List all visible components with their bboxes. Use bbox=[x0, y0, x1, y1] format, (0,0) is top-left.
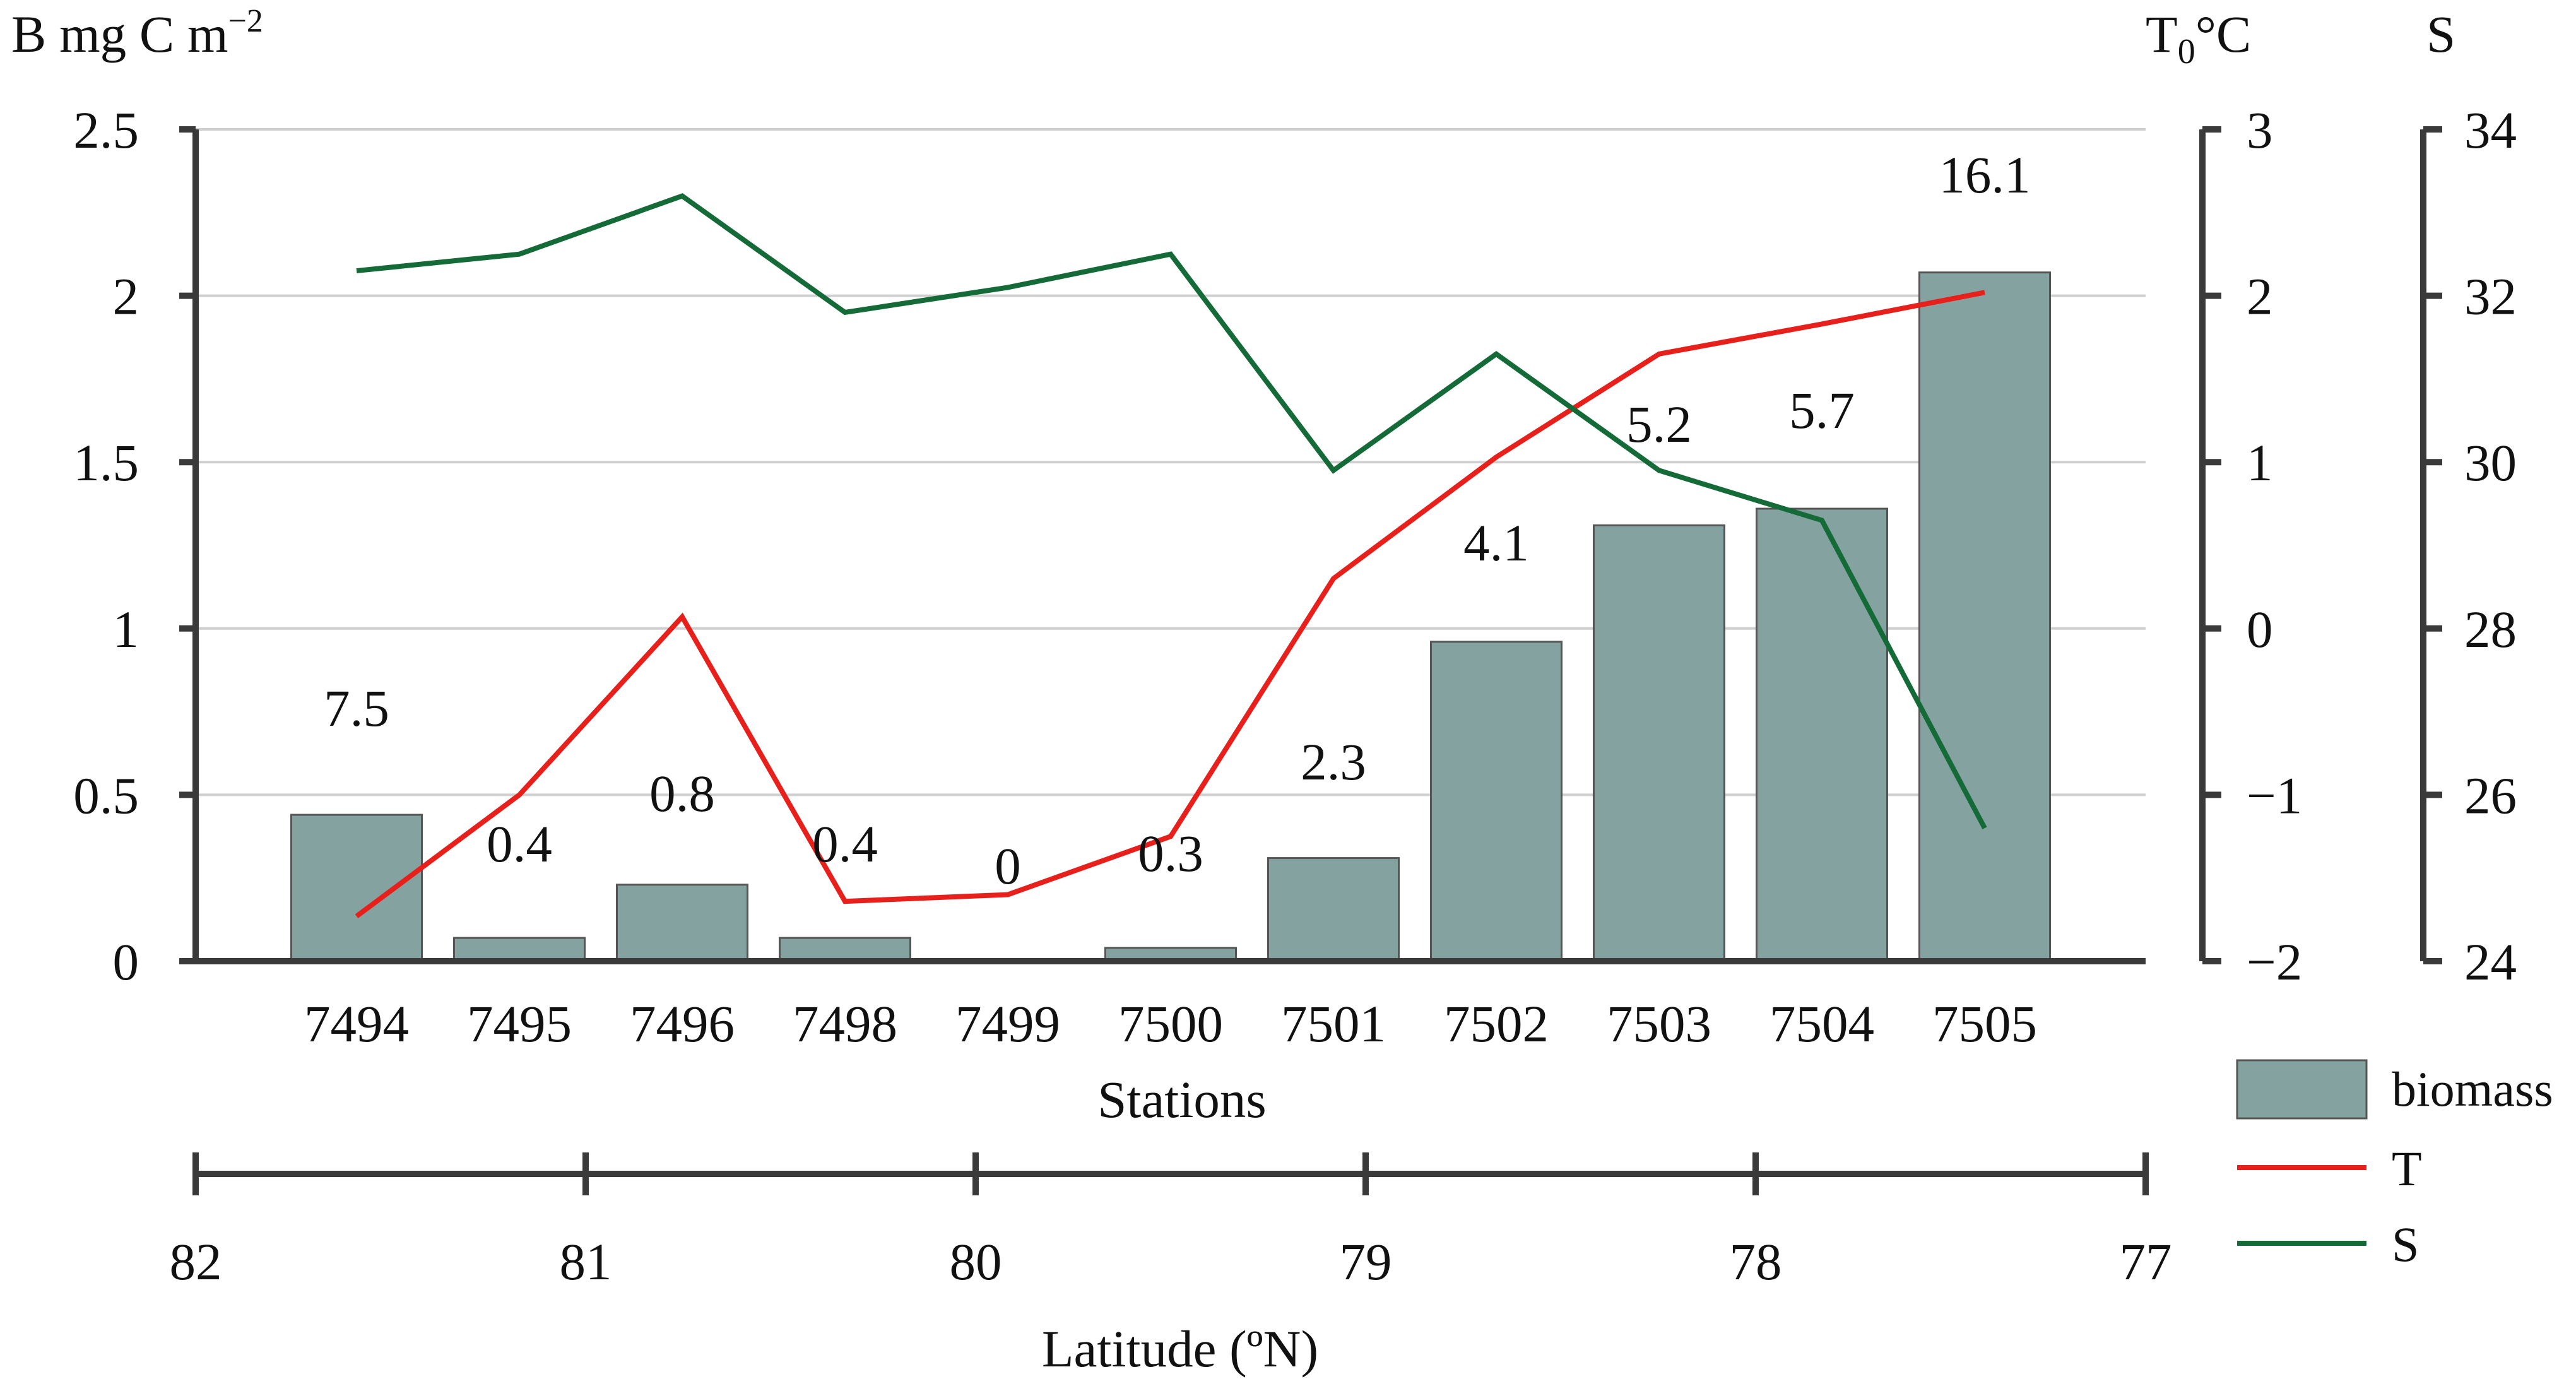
bar-data-labels: 7.5 0.4 0.8 0.4 0 0.3 2.3 4.1 5.2 5.7 16.1 bbox=[324, 146, 2031, 895]
y-right1-tick-label: 3 bbox=[2247, 101, 2273, 159]
y-right1-tick-label: −2 bbox=[2247, 933, 2302, 991]
y-right2-tick-label: 32 bbox=[2464, 268, 2517, 326]
latitude-tick-label: 82 bbox=[170, 1233, 222, 1291]
y-right2-tick-label: 34 bbox=[2464, 101, 2517, 159]
y-left-tick-label: 2 bbox=[113, 268, 139, 326]
x-tick-label-7505: 7505 bbox=[1932, 995, 2037, 1053]
y-right2-axis-title: S bbox=[2426, 5, 2455, 63]
bar-biomass-7496 bbox=[616, 884, 748, 962]
latitude-tick-label: 78 bbox=[1730, 1233, 1782, 1291]
y-left-tick-label: 1.5 bbox=[73, 434, 139, 492]
bar-label-7500: 0.3 bbox=[1138, 824, 1203, 882]
y-right2-tick-label: 30 bbox=[2464, 434, 2517, 492]
bar-label-7503: 5.2 bbox=[1626, 395, 1692, 453]
legend: biomass T S bbox=[2236, 1059, 2553, 1272]
latitude-tick-label: 81 bbox=[560, 1233, 612, 1291]
y-left-tick-label: 1 bbox=[113, 600, 139, 658]
latitude-tick-label: 79 bbox=[1340, 1233, 1392, 1291]
x-tick-label-7502: 7502 bbox=[1444, 995, 1549, 1053]
bar-biomass-7501 bbox=[1267, 857, 1400, 962]
y-right1-tick-label: 0 bbox=[2247, 600, 2273, 658]
bar-label-7495: 0.4 bbox=[487, 815, 552, 873]
x-tick-label-7500: 7500 bbox=[1118, 995, 1223, 1053]
series-lines bbox=[355, 192, 1987, 919]
bar-biomass-7502 bbox=[1430, 641, 1563, 962]
bar-biomass-7505 bbox=[1918, 271, 2051, 962]
x-tick-label-7504: 7504 bbox=[1770, 995, 1874, 1053]
x-tick-label-7496: 7496 bbox=[630, 995, 735, 1053]
x-tick-label-7501: 7501 bbox=[1281, 995, 1386, 1053]
y-left-tick-label: 2.5 bbox=[73, 101, 139, 159]
bar-biomass-7494 bbox=[290, 814, 423, 962]
y-left-tick-label: 0 bbox=[113, 933, 139, 991]
legend-label-S: S bbox=[2392, 1217, 2419, 1272]
y-left-axis-title: B mg C m−2 bbox=[11, 3, 263, 63]
bar-biomass-7503 bbox=[1593, 524, 1725, 962]
x-tick-label-7494: 7494 bbox=[304, 995, 409, 1053]
bar-label-7505: 16.1 bbox=[1939, 146, 2030, 204]
bar-label-7504: 5.7 bbox=[1789, 381, 1855, 439]
y-right1-tick-label: 1 bbox=[2247, 434, 2273, 492]
bar-biomass-7498 bbox=[779, 937, 911, 962]
bar-label-7496: 0.8 bbox=[649, 764, 715, 822]
y-right1-tick-label: −1 bbox=[2247, 766, 2302, 824]
y-right1-axis-title: T0°C bbox=[2146, 5, 2251, 71]
biomass-bars bbox=[290, 271, 2051, 962]
bar-label-7502: 4.1 bbox=[1463, 514, 1529, 572]
legend-label-biomass: biomass bbox=[2392, 1062, 2553, 1116]
axes: 0 0.5 1 1.5 2 2.5 7494 7495 7496 7498 7499 7500 7501… bbox=[73, 101, 2517, 1291]
latitude-tick-label: 77 bbox=[2120, 1233, 2172, 1291]
bar-label-7499: 0 bbox=[995, 837, 1021, 895]
latitude-tick-label: 80 bbox=[950, 1233, 1002, 1291]
legend-swatch-biomass bbox=[2236, 1059, 2368, 1120]
line-T bbox=[355, 290, 1985, 919]
x-tick-label-7498: 7498 bbox=[793, 995, 897, 1053]
x-axis-title: Stations bbox=[1097, 1070, 1266, 1128]
bar-biomass-7504 bbox=[1756, 507, 1888, 962]
y-right2-tick-label: 26 bbox=[2464, 766, 2517, 824]
x-tick-label-7495: 7495 bbox=[467, 995, 572, 1053]
y-right2-tick-label: 24 bbox=[2464, 933, 2517, 991]
bar-label-7501: 2.3 bbox=[1301, 733, 1366, 791]
line-S bbox=[356, 192, 1987, 829]
bar-label-7498: 0.4 bbox=[812, 815, 878, 873]
legend-label-T: T bbox=[2392, 1141, 2422, 1196]
y-right2-tick-label: 28 bbox=[2464, 600, 2517, 658]
bar-label-7494: 7.5 bbox=[324, 679, 389, 737]
x-tick-label-7503: 7503 bbox=[1607, 995, 1711, 1053]
y-right1-tick-label: 2 bbox=[2247, 268, 2273, 326]
y-left-tick-label: 0.5 bbox=[73, 766, 139, 824]
x-tick-label-7499: 7499 bbox=[955, 995, 1060, 1053]
latitude-axis-title: Latitude (ºN) bbox=[1042, 1320, 1318, 1378]
bar-biomass-7495 bbox=[453, 937, 586, 962]
